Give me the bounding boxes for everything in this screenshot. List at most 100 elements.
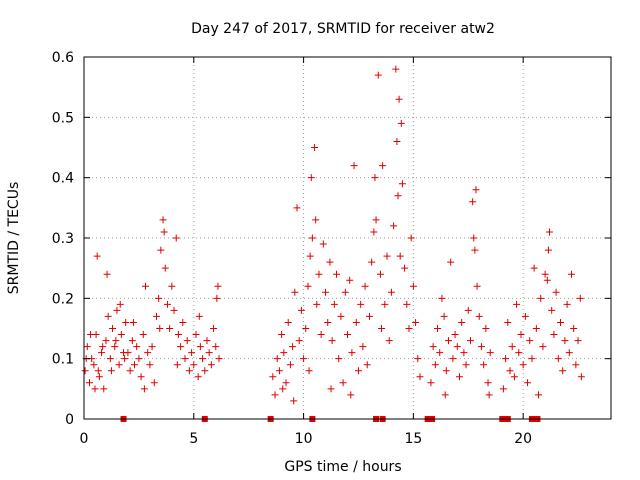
- data-point: [183, 337, 191, 345]
- data-point: [383, 252, 391, 260]
- data-point: [195, 312, 203, 320]
- data-point: [405, 325, 413, 332]
- data-point: [83, 343, 91, 351]
- data-point: [179, 318, 187, 326]
- data-point: [427, 379, 435, 387]
- data-point: [470, 234, 478, 242]
- data-point: [544, 246, 552, 254]
- data-point: [517, 331, 525, 339]
- data-point: [546, 228, 554, 236]
- data-point: [350, 162, 358, 170]
- data-point: [315, 270, 323, 278]
- y-tick-label: 0.3: [52, 231, 74, 247]
- data-point: [376, 270, 384, 278]
- data-point: [572, 361, 580, 369]
- data-point: [436, 349, 444, 357]
- data-point: [414, 355, 422, 363]
- data-point: [333, 270, 341, 278]
- data-point: [109, 325, 117, 332]
- data-point: [352, 318, 360, 326]
- data-point: [341, 288, 349, 296]
- data-point: [554, 355, 562, 363]
- data-point: [453, 343, 461, 351]
- data-point: [392, 65, 400, 73]
- data-point: [313, 300, 321, 308]
- data-point: [322, 288, 330, 296]
- data-point: [475, 312, 483, 320]
- data-point: [306, 252, 314, 260]
- data-point: [284, 318, 292, 326]
- data-point: [199, 355, 207, 363]
- data-point: [106, 355, 114, 363]
- data-point: [381, 300, 389, 308]
- data-point: [90, 361, 98, 369]
- data-point: [210, 325, 218, 332]
- data-point: [347, 391, 355, 399]
- data-point: [504, 318, 512, 326]
- data-point: [141, 282, 149, 290]
- data-point: [515, 349, 523, 357]
- data-point: [275, 367, 283, 375]
- data-points: [81, 65, 585, 422]
- data-point: [409, 282, 417, 290]
- data-point: [535, 391, 543, 399]
- data-point: [445, 337, 453, 345]
- data-point: [111, 343, 119, 351]
- data-point: [447, 258, 455, 266]
- data-point: [291, 288, 299, 296]
- data-point: [144, 349, 152, 357]
- data-point: [398, 180, 406, 188]
- data-point: [570, 325, 578, 332]
- data-point: [156, 325, 164, 332]
- data-point: [159, 216, 167, 224]
- data-point: [112, 337, 120, 345]
- data-point: [215, 355, 223, 363]
- data-point: [434, 325, 442, 332]
- data-point: [203, 337, 211, 345]
- data-point: [374, 71, 382, 79]
- data-point: [94, 367, 102, 375]
- data-point: [396, 252, 404, 260]
- data-point: [279, 385, 287, 393]
- data-point: [359, 343, 367, 351]
- data-point: [148, 343, 156, 351]
- data-point: [462, 361, 470, 369]
- data-point: [552, 288, 560, 296]
- data-point: [152, 312, 160, 320]
- data-point: [532, 325, 540, 332]
- data-point: [269, 373, 277, 381]
- data-point: [458, 318, 466, 326]
- data-point: [116, 300, 124, 308]
- data-point: [150, 379, 158, 387]
- data-point: [519, 361, 527, 369]
- data-point: [113, 306, 121, 314]
- data-point: [328, 337, 336, 345]
- data-point: [412, 318, 420, 326]
- data-point: [455, 373, 463, 381]
- data-point: [486, 349, 494, 357]
- x-tick-label: 10: [295, 431, 313, 447]
- data-point: [344, 331, 351, 339]
- data-point: [550, 331, 558, 339]
- data-point: [327, 385, 335, 393]
- data-point: [387, 288, 395, 296]
- y-tick-label: 0.5: [52, 110, 74, 126]
- data-point: [172, 234, 180, 242]
- data-point: [530, 264, 538, 272]
- y-tick-label: 0.1: [52, 352, 74, 368]
- data-point: [302, 325, 310, 332]
- data-point: [469, 198, 477, 206]
- data-point: [140, 385, 148, 393]
- data-point: [173, 361, 181, 369]
- data-point: [93, 252, 101, 260]
- data-point: [541, 270, 549, 278]
- data-point: [477, 343, 485, 351]
- data-point: [537, 294, 545, 302]
- data-point: [157, 246, 165, 254]
- data-point: [168, 282, 176, 290]
- data-point: [100, 385, 108, 393]
- data-point: [201, 367, 209, 375]
- data-point: [196, 343, 204, 351]
- data-point: [126, 367, 134, 375]
- data-point: [431, 361, 439, 369]
